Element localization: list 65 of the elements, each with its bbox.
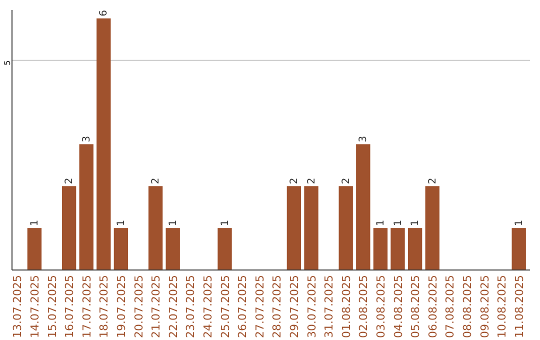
bar	[390, 228, 405, 270]
x-tick-label: 07.08.2025	[444, 275, 457, 338]
x-tick-label: 28.07.2025	[270, 275, 284, 338]
bar	[286, 186, 302, 270]
bar	[304, 186, 318, 270]
x-tick-label: 01.08.2025	[340, 275, 353, 338]
x-tick-label: 02.08.2025	[357, 275, 370, 338]
x-tick-label: 16.07.2025	[63, 275, 76, 338]
bar	[356, 144, 370, 270]
bar	[114, 228, 128, 270]
data-label: 2	[306, 178, 318, 184]
x-tick-label: 11.08.2025	[512, 275, 526, 338]
bar	[148, 186, 163, 270]
data-label: 2	[150, 178, 162, 184]
x-tick-label: 09.08.2025	[478, 275, 492, 338]
data-label: 2	[340, 178, 352, 184]
bar	[425, 186, 440, 270]
bar	[373, 228, 388, 270]
data-label: 1	[116, 220, 127, 226]
x-tick-label: 05.08.2025	[409, 275, 422, 338]
x-tick-label: 19.07.2025	[114, 275, 128, 338]
x-tick-label: 26.07.2025	[236, 275, 250, 338]
x-tick-label: 17.07.2025	[80, 275, 94, 338]
y-tick-label: 5	[3, 60, 12, 66]
x-tick-label: 31.07.2025	[322, 275, 336, 338]
data-label: 3	[81, 136, 92, 142]
bar	[408, 228, 422, 270]
x-tick-label: 24.07.2025	[201, 275, 214, 338]
x-tick-label: 04.08.2025	[392, 275, 405, 338]
x-tick-label: 30.07.2025	[305, 275, 318, 338]
data-label: 1	[392, 220, 404, 226]
bar	[62, 186, 76, 270]
bar	[96, 18, 111, 270]
x-tick-label: 18.07.2025	[98, 275, 111, 338]
bar	[338, 186, 353, 270]
data-label: 6	[98, 10, 110, 16]
bar	[218, 228, 232, 270]
x-tick-label: 22.07.2025	[166, 275, 180, 338]
x-tick-label: 20.07.2025	[132, 275, 146, 338]
data-label: 1	[514, 220, 525, 226]
x-tick-label: 21.07.2025	[150, 275, 163, 338]
data-label: 2	[427, 178, 438, 184]
x-tick-label: 27.07.2025	[253, 275, 266, 338]
bar	[166, 228, 180, 270]
x-tick-label: 14.07.2025	[28, 275, 42, 338]
x-tick-label: 03.08.2025	[374, 275, 388, 338]
data-label: 1	[29, 220, 40, 226]
data-label: 1	[168, 220, 179, 226]
data-label: 3	[358, 136, 370, 142]
x-tick-label: 08.08.2025	[460, 275, 474, 338]
bar	[27, 228, 42, 270]
x-tick-label: 25.07.2025	[218, 275, 232, 338]
x-tick-label: 29.07.2025	[288, 275, 301, 338]
x-tick-label: 15.07.2025	[46, 275, 59, 338]
data-label: 2	[64, 178, 76, 184]
x-tick-label: 10.08.2025	[496, 275, 509, 338]
data-label: 1	[375, 220, 386, 226]
data-label: 1	[220, 220, 231, 226]
x-tick-label: 13.07.2025	[11, 275, 24, 338]
data-label: 1	[410, 220, 422, 226]
data-label: 2	[288, 178, 300, 184]
bar	[79, 144, 94, 270]
x-tick-label: 23.07.2025	[184, 275, 198, 338]
bar	[512, 228, 526, 270]
x-tick-label: 06.08.2025	[426, 275, 440, 338]
